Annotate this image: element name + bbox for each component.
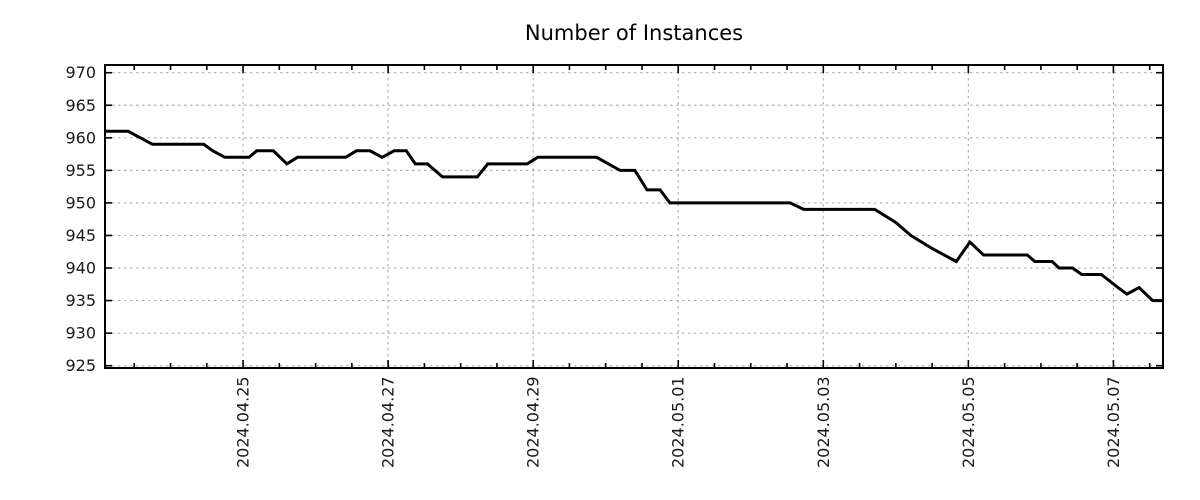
x-tick-label: 2024.04.25 bbox=[234, 376, 253, 468]
x-tick-label: 2024.05.01 bbox=[669, 376, 688, 468]
x-tick-label: 2024.05.03 bbox=[814, 376, 833, 468]
chart-title: Number of Instances bbox=[525, 21, 743, 45]
y-tick-label: 950 bbox=[65, 193, 96, 212]
x-axis-labels: 2024.04.25 2024.04.27 2024.04.29 2024.05.01… bbox=[234, 376, 1123, 468]
y-tick-label: 970 bbox=[65, 63, 96, 82]
y-tick-label: 960 bbox=[65, 128, 96, 147]
y-tick-label: 940 bbox=[65, 259, 96, 278]
y-tick-label: 965 bbox=[65, 96, 96, 115]
y-tick-label: 925 bbox=[65, 356, 96, 375]
x-tick-label: 2024.05.05 bbox=[959, 376, 978, 468]
data-series bbox=[105, 129, 1164, 303]
y-axis-labels: 925 930 935 940 945 950 955 960 965 970 bbox=[65, 63, 96, 375]
x-tick-label: 2024.05.07 bbox=[1104, 376, 1123, 468]
axis-ticks bbox=[106, 66, 1162, 367]
y-tick-label: 935 bbox=[65, 291, 96, 310]
y-tick-label: 955 bbox=[65, 161, 96, 180]
plot-border bbox=[104, 64, 1164, 369]
x-tick-label: 2024.04.27 bbox=[379, 376, 398, 468]
y-tick-label: 930 bbox=[65, 324, 96, 343]
gridlines bbox=[106, 66, 1162, 367]
x-tick-label: 2024.04.29 bbox=[524, 376, 543, 468]
series-line-instances bbox=[105, 129, 1164, 303]
y-tick-label: 945 bbox=[65, 226, 96, 245]
